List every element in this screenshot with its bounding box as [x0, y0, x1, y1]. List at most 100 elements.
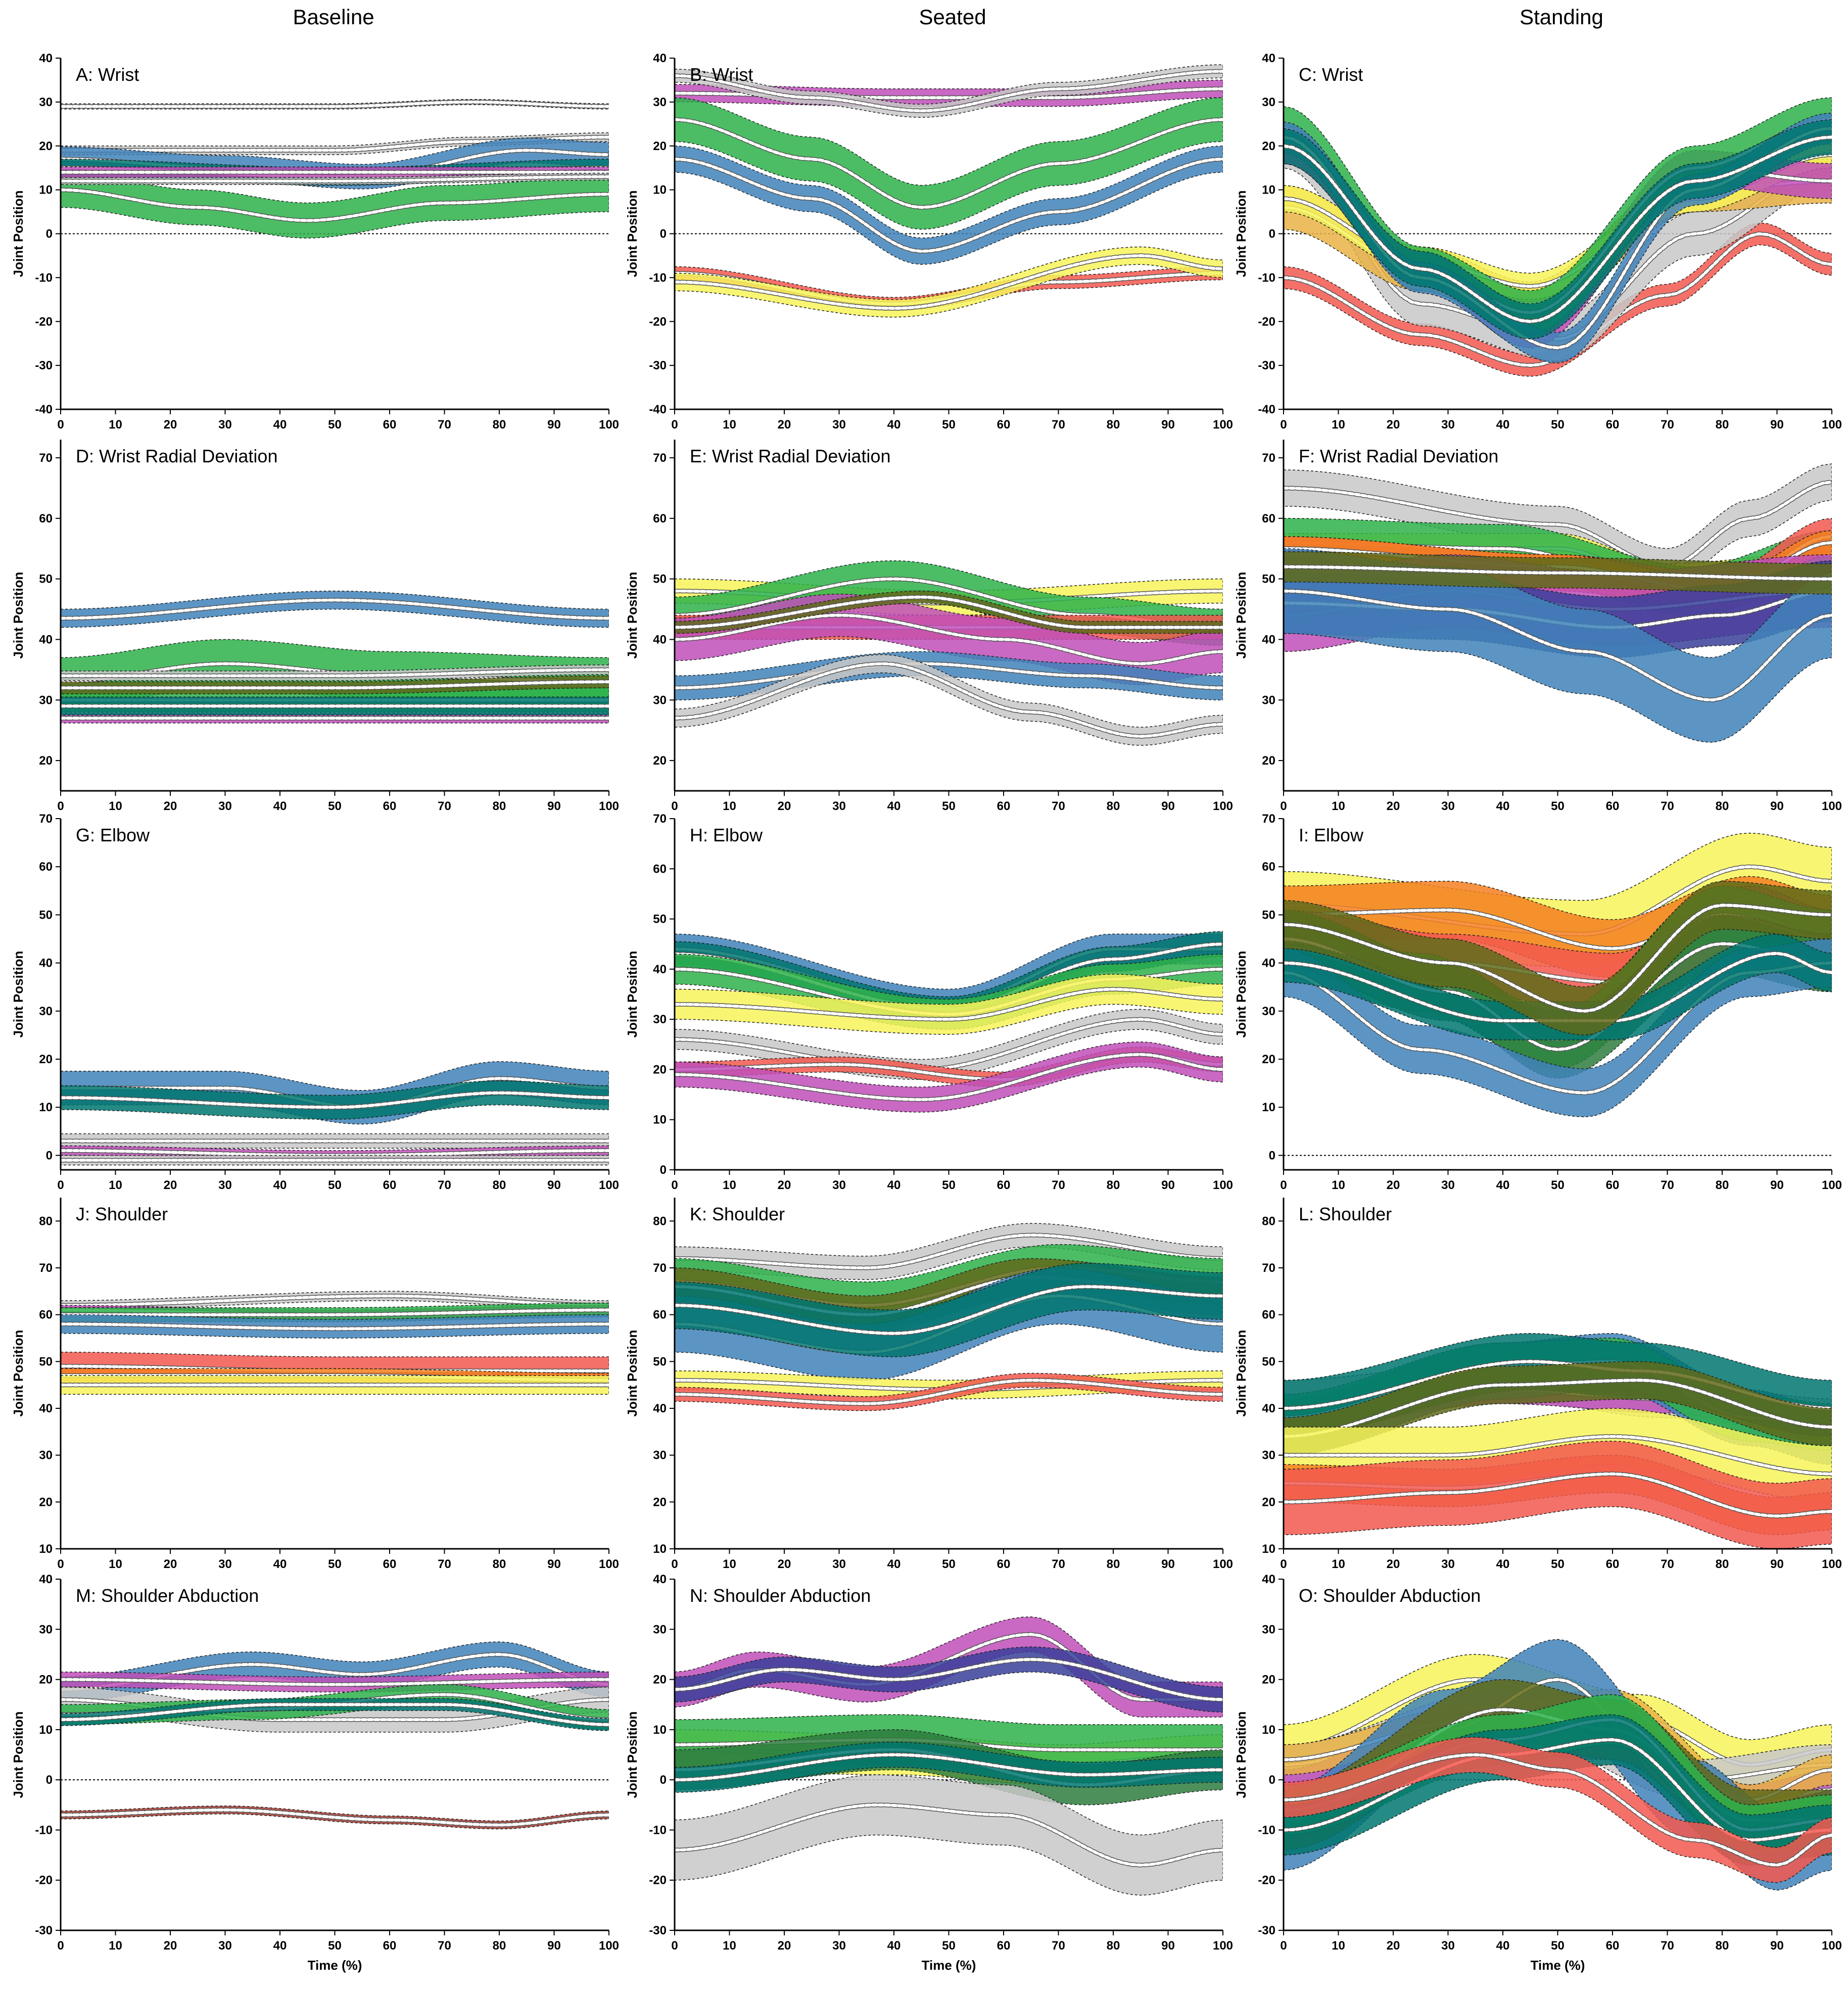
- y-axis-label: Joint Position: [625, 951, 640, 1038]
- y-axis-label: Joint Position: [625, 572, 640, 659]
- y-tick-label: 20: [653, 1495, 667, 1509]
- x-tick-label: 80: [493, 418, 506, 432]
- x-tick-label: 80: [1107, 1557, 1120, 1571]
- x-tick-label: 100: [599, 799, 619, 813]
- y-tick-label: 10: [39, 183, 53, 197]
- x-tick-label: 30: [1441, 1557, 1455, 1571]
- mean-line-red: [675, 1379, 1223, 1405]
- y-tick-label: 60: [39, 512, 53, 526]
- x-tick-label: 40: [887, 1557, 901, 1571]
- sd-band-red: [1284, 1441, 1832, 1549]
- y-tick-label: 10: [1262, 1542, 1275, 1556]
- x-tick-label: 50: [942, 1178, 956, 1192]
- x-tick-label: 40: [1496, 1557, 1510, 1571]
- y-tick-label: 40: [1262, 1573, 1275, 1586]
- y-tick-label: 40: [39, 633, 53, 646]
- y-tick-label: 50: [653, 573, 667, 586]
- y-tick-label: 10: [1262, 183, 1275, 197]
- x-tick-label: 20: [1387, 1178, 1400, 1192]
- x-tick-label: 50: [328, 1178, 342, 1192]
- x-tick-label: 70: [438, 1939, 451, 1953]
- y-tick-label: 30: [1262, 1623, 1275, 1636]
- mean-line-olive: [61, 680, 609, 690]
- y-tick-label: 0: [660, 227, 667, 241]
- sd-band-red: [1284, 222, 1832, 377]
- x-tick-label: 90: [547, 418, 561, 432]
- x-tick-label: 100: [1822, 418, 1842, 432]
- y-tick-label: 50: [39, 1355, 53, 1368]
- x-tick-label: 30: [832, 418, 846, 432]
- x-tick-label: 50: [328, 799, 342, 813]
- column-titles: Baseline Seated Standing: [293, 5, 1603, 29]
- panel-title-l: L: Shoulder: [1299, 1204, 1392, 1224]
- y-axis-label: Joint Position: [1234, 1712, 1249, 1798]
- x-tick-label: 100: [599, 1939, 619, 1953]
- sd-band-blue: [675, 146, 1223, 265]
- y-tick-label: 0: [1269, 227, 1275, 241]
- x-tick-label: 10: [109, 1178, 122, 1192]
- y-tick-label: 20: [39, 1673, 53, 1687]
- sd-band-teal: [1284, 933, 1832, 1040]
- x-tick-label: 40: [273, 1557, 287, 1571]
- y-tick-label: 40: [39, 1573, 53, 1586]
- x-tick-label: 70: [1052, 1178, 1065, 1192]
- x-tick-label: 30: [1441, 1939, 1455, 1953]
- x-tick-label: 80: [493, 1939, 506, 1953]
- sd-band-gray: [675, 1774, 1223, 1896]
- x-tick-label: 70: [1661, 418, 1674, 432]
- y-tick-label: 30: [653, 96, 667, 109]
- y-axis-label: Joint Position: [625, 191, 640, 277]
- y-tick-label: 80: [39, 1214, 53, 1228]
- sd-band-teal: [61, 1080, 609, 1120]
- plot-area-a: [61, 99, 609, 239]
- y-tick-label: 20: [1262, 1053, 1275, 1066]
- y-tick-label: 30: [39, 1449, 53, 1462]
- x-tick-label: 70: [438, 799, 451, 813]
- panel-l: 10 20 30 40 50 60 70 80 0 10 20 30 40 50 60 70 80 90 100 Jo…: [1234, 1198, 1842, 1571]
- x-tick-label: 90: [1161, 1939, 1175, 1953]
- x-tick-label: 60: [997, 1178, 1011, 1192]
- x-tick-label: 60: [383, 799, 397, 813]
- x-tick-label: 10: [723, 799, 736, 813]
- y-tick-label: 40: [653, 1402, 667, 1415]
- x-tick-label: 100: [1822, 1178, 1842, 1192]
- x-tick-label: 90: [1770, 1939, 1784, 1953]
- y-tick-label: 30: [39, 96, 53, 109]
- y-tick-label: -30: [649, 1924, 667, 1937]
- y-tick-label: 30: [653, 693, 667, 707]
- sd-band-olive: [675, 590, 1223, 634]
- y-tick-label: 40: [1262, 1402, 1275, 1415]
- panel-b: -40 -30 -20 -10 0 10 20 30 40 0 10 20 30 40 50 60 70 80 90…: [625, 52, 1233, 432]
- x-tick-label: 0: [671, 1557, 678, 1571]
- y-tick-label: 40: [39, 957, 53, 970]
- panel-title-a: A: Wrist: [76, 64, 139, 85]
- x-tick-label: 20: [778, 1939, 791, 1953]
- x-tick-label: 90: [1161, 1557, 1175, 1571]
- x-tick-label: 100: [1213, 1178, 1233, 1192]
- plot-area-d: [61, 590, 609, 724]
- x-tick-label: 80: [493, 1178, 506, 1192]
- y-tick-label: 20: [1262, 1495, 1275, 1509]
- x-tick-label: 10: [1332, 1557, 1345, 1571]
- x-tick-label: 100: [599, 1178, 619, 1192]
- mean-line-purple: [675, 1053, 1223, 1102]
- y-tick-label: 40: [39, 52, 53, 65]
- y-tick-label: 20: [1262, 1673, 1275, 1687]
- y-tick-label: 30: [39, 1005, 53, 1018]
- x-tick-label: 50: [942, 1557, 956, 1571]
- y-tick-label: 20: [1262, 754, 1275, 768]
- y-axis-label: Joint Position: [1234, 191, 1249, 277]
- y-tick-label: 40: [39, 1402, 53, 1415]
- mean-line-green: [675, 118, 1223, 209]
- sd-band-blue: [61, 590, 609, 628]
- x-tick-label: 60: [1606, 418, 1620, 432]
- y-tick-label: 70: [653, 1261, 667, 1275]
- x-tick-label: 60: [383, 1178, 397, 1192]
- y-tick-label: 50: [653, 913, 667, 926]
- x-tick-label: 10: [1332, 1178, 1345, 1192]
- mean-line-gray: [1284, 480, 1832, 568]
- y-tick-label: 30: [39, 1623, 53, 1636]
- x-tick-label: 0: [57, 1557, 64, 1571]
- x-tick-label: 60: [1606, 1939, 1620, 1953]
- panel-title-d: D: Wrist Radial Deviation: [76, 446, 277, 466]
